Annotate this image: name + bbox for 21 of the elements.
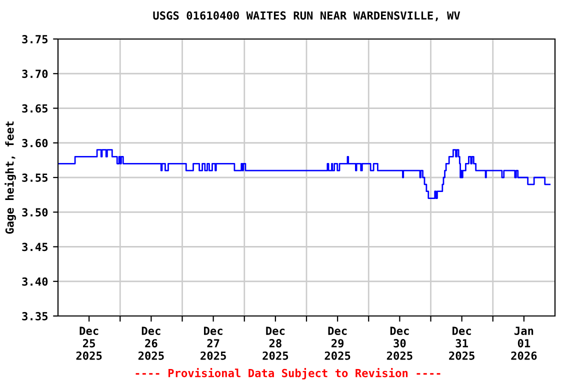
x-tick-label: Dec 29 2025 <box>324 326 350 360</box>
y-tick-label: 3.40 <box>22 277 48 286</box>
y-tick-label: 3.35 <box>22 312 48 320</box>
x-tick-label: Dec 27 2025 <box>200 326 226 360</box>
y-tick-label: 3.65 <box>22 104 48 113</box>
x-tick-label: Dec 25 2025 <box>76 326 102 360</box>
x-tick-label: Dec 28 2025 <box>262 326 288 360</box>
x-tick-label: Dec 30 2025 <box>386 326 412 360</box>
y-tick-label: 3.60 <box>22 138 48 148</box>
chart-title: USGS 01610400 WAITES RUN NEAR WARDENSVILLE, WV <box>153 11 460 22</box>
y-tick-label: 3.45 <box>22 242 48 252</box>
text: ---- Provisional Data Subject to Revision ---- <box>136 368 440 380</box>
y-tick-label: 3.75 <box>22 34 48 44</box>
line-series <box>58 149 551 199</box>
y-tick-label: 3.50 <box>22 208 48 217</box>
y-tick-label: 3.70 <box>22 70 48 78</box>
y-axis-title: Gage height, feet <box>4 122 16 234</box>
x-tick-label: Dec 31 2025 <box>449 326 474 360</box>
y-tick-label: 3.55 <box>22 173 48 182</box>
x-tick-label: Dec 26 2025 <box>138 326 164 360</box>
x-tick-label: Jan 01 2026 <box>511 326 537 360</box>
